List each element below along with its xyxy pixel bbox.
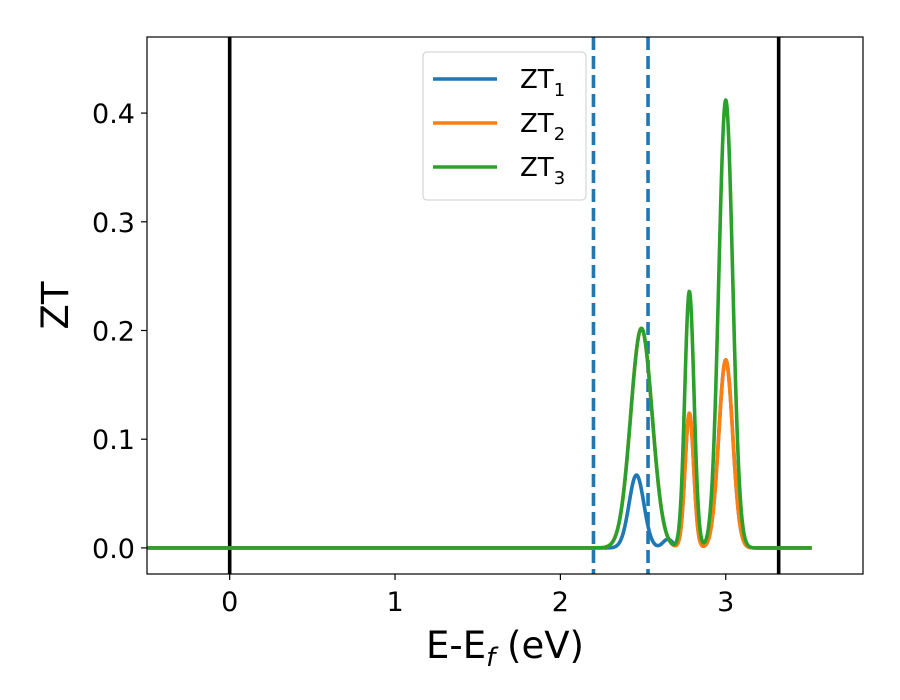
legend-box: [422, 51, 587, 201]
x-tick-label: 3: [717, 587, 734, 618]
y-tick-label: 0.2: [92, 317, 135, 348]
x-tick-label: 1: [386, 587, 403, 618]
x-axis-label-unit: (eV): [495, 624, 584, 667]
legend-label-1: ZT1: [520, 65, 565, 101]
y-tick-label: 0.0: [92, 534, 135, 565]
vertical-reference-lines: [227, 37, 781, 574]
series-line-2: [145, 326, 814, 550]
legend-label-subscript: 3: [554, 168, 565, 189]
y-axis-label: ZT: [34, 281, 77, 329]
series-line-3: [145, 98, 814, 550]
x-axis-label: E-Ef (eV): [426, 624, 584, 673]
series-lines: [145, 98, 814, 550]
y-tick-label: 0.1: [92, 425, 135, 456]
x-axis-label-main: E-E: [426, 624, 486, 667]
legend-label-main: ZT: [520, 65, 554, 95]
legend-label-subscript: 1: [554, 80, 565, 101]
y-tick-label: 0.4: [92, 99, 135, 130]
plot-frame: [146, 36, 864, 575]
legend-label-main: ZT: [520, 153, 554, 183]
x-tick-label: 0: [221, 587, 238, 618]
legend-label-2: ZT2: [520, 109, 565, 145]
legend-label-main: ZT: [520, 109, 554, 139]
x-axis-ticks: 0 1 2 3: [221, 574, 734, 618]
y-axis-ticks: 0.0 0.1 0.2 0.3 0.4: [92, 99, 147, 565]
legend-label-subscript: 2: [554, 124, 565, 145]
y-tick-label: 0.3: [92, 208, 135, 239]
x-tick-label: 2: [552, 587, 569, 618]
legend-label-3: ZT3: [520, 153, 565, 189]
